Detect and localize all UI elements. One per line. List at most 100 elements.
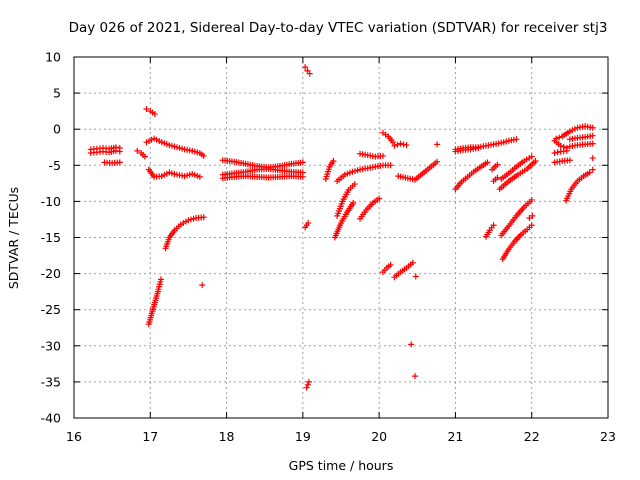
data-point: [351, 181, 358, 188]
data-point: [116, 148, 123, 155]
series-arc-24: [391, 140, 410, 149]
series-arc-18: [334, 162, 394, 185]
data-point-fill: [394, 141, 401, 148]
data-point: [387, 261, 394, 268]
data-point: [116, 159, 123, 166]
series-arc-31: [434, 141, 441, 148]
x-tick-label: 19: [295, 429, 311, 444]
data-point-fill: [304, 381, 311, 388]
data-point: [330, 157, 337, 164]
series-arc-38: [496, 157, 539, 193]
y-tick-label: -25: [41, 302, 61, 317]
data-point: [553, 135, 560, 142]
data-point: [157, 276, 164, 283]
data-point: [112, 147, 119, 154]
x-tick-label: 23: [600, 429, 616, 444]
data-point: [408, 341, 415, 348]
series-arc-48: [566, 140, 596, 150]
series-arc-26: [391, 259, 416, 281]
series-arc-37: [490, 174, 501, 185]
series-arc-30: [395, 158, 441, 183]
series-arc-40: [498, 196, 535, 239]
series-arc-09: [162, 214, 207, 252]
data-point: [303, 384, 310, 391]
data-point: [411, 373, 418, 380]
data-point-fill: [554, 149, 561, 156]
data-point: [389, 139, 396, 146]
series-arc-36: [489, 161, 501, 173]
series-arc-03: [101, 159, 123, 167]
series-arc-06: [143, 135, 207, 159]
x-axis-label: GPS time / hours: [289, 458, 394, 473]
data-point: [196, 173, 203, 180]
series-arc-49: [563, 166, 596, 204]
data-point: [528, 196, 535, 203]
data-point: [302, 64, 309, 71]
x-tick-label: 22: [524, 429, 540, 444]
data-point: [376, 195, 383, 202]
series-arc-13: [219, 173, 306, 182]
data-point: [409, 259, 416, 266]
data-point: [403, 142, 410, 149]
series-arc-35: [482, 222, 497, 240]
chart-title: Day 026 of 2021, Sidereal Day-to-day VTE…: [69, 20, 608, 36]
series-arc-27: [408, 341, 415, 348]
data-point: [586, 169, 593, 176]
series-arc-45: [551, 157, 573, 166]
data-point: [200, 152, 207, 159]
data-point: [306, 70, 313, 77]
data-point: [532, 157, 539, 164]
y-axis-label: SDTVAR / TECUs: [6, 187, 21, 289]
x-tick-label: 18: [219, 429, 235, 444]
data-point: [391, 142, 398, 149]
data-point: [350, 199, 357, 206]
series-arc-19: [331, 199, 357, 241]
series-arc-33: [452, 144, 482, 155]
data-point: [589, 132, 596, 139]
data-point: [494, 161, 501, 168]
data-point: [200, 214, 207, 221]
y-tick-label: -30: [41, 338, 61, 353]
data-point: [513, 136, 520, 143]
data-point: [557, 142, 564, 149]
x-tick-label: 20: [371, 429, 387, 444]
data-point: [397, 140, 404, 147]
data-point: [143, 105, 150, 112]
series-arc-17: [322, 157, 337, 183]
series-arc-20: [334, 181, 358, 219]
series-arc-02: [87, 147, 123, 157]
series-arc-29: [412, 273, 419, 280]
y-tick-label: -15: [41, 230, 61, 245]
x-tick-label: 16: [66, 429, 82, 444]
y-tick-label: 0: [53, 122, 61, 137]
series-arc-04: [134, 147, 148, 160]
data-points: [87, 64, 596, 391]
series-arc-11: [219, 157, 306, 171]
data-point-fill: [556, 134, 563, 141]
x-tick-label: 21: [447, 429, 463, 444]
data-point: [589, 124, 596, 131]
series-arc-16: [303, 378, 312, 391]
data-point: [528, 222, 535, 229]
series-arc-22: [357, 150, 386, 160]
y-tick-label: 5: [53, 86, 61, 101]
series-arc-10: [199, 282, 206, 289]
series-arc-41: [499, 222, 535, 263]
series-arc-50: [589, 155, 596, 162]
series-arc-46: [553, 123, 596, 142]
x-tick-label: 17: [142, 429, 158, 444]
data-point: [563, 147, 570, 154]
data-point: [387, 162, 394, 169]
series-arc-39: [498, 153, 535, 183]
y-tick-label: -5: [49, 158, 61, 173]
data-point: [528, 153, 535, 160]
series-arc-47: [566, 132, 596, 143]
data-point: [305, 378, 312, 385]
data-point: [529, 212, 536, 219]
series-arc-23: [379, 129, 396, 146]
data-point: [589, 140, 596, 147]
series-arc-15: [302, 220, 312, 231]
data-point: [379, 152, 386, 159]
data-point: [134, 147, 141, 154]
